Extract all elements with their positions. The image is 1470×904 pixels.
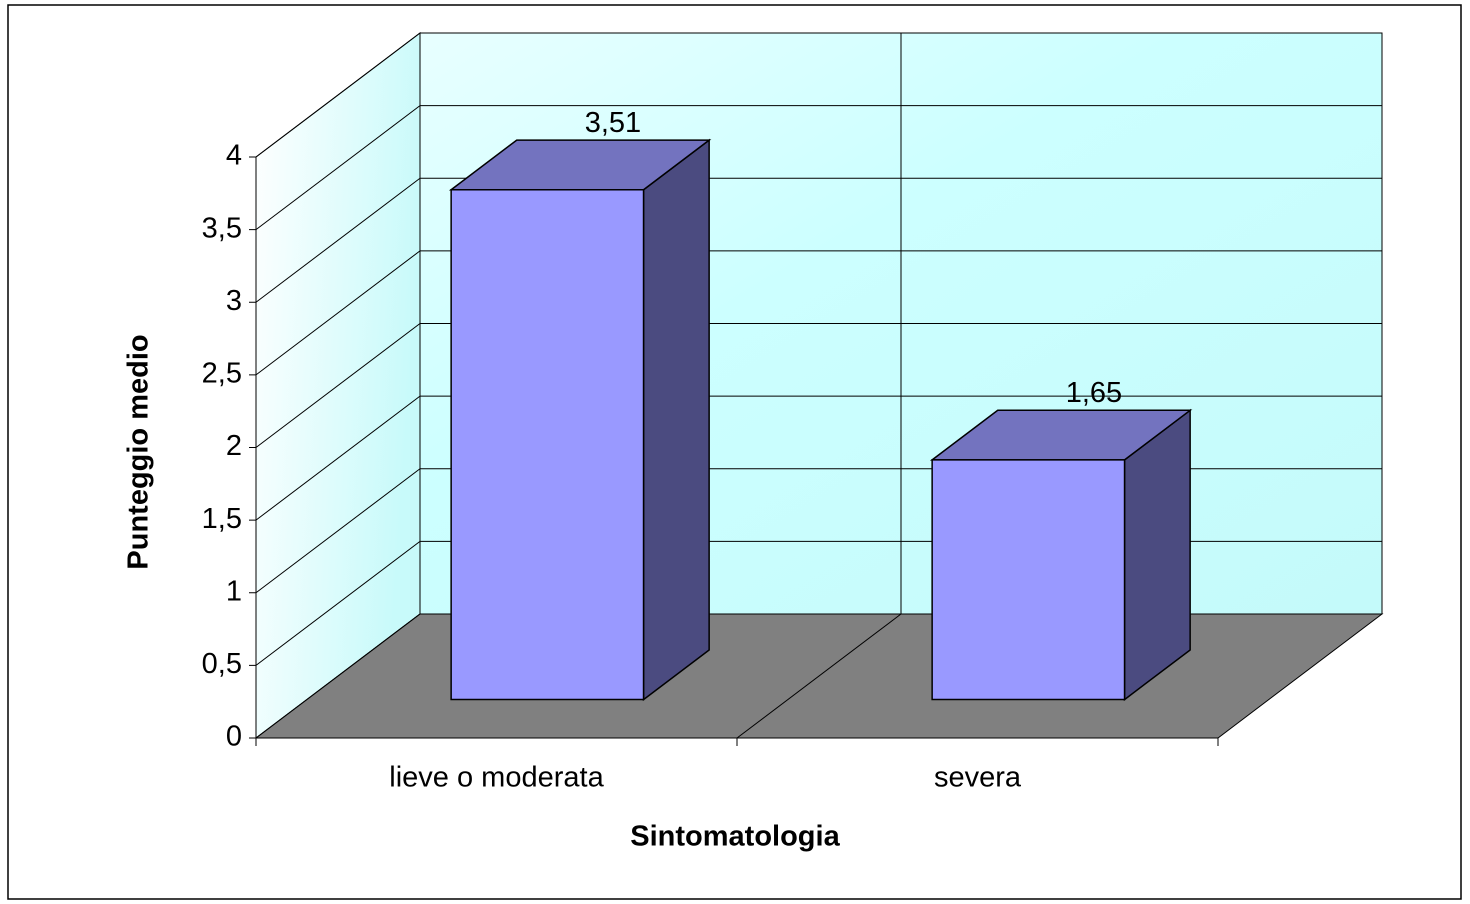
value-label: 1,65 (1066, 377, 1122, 409)
plot-area: 0 0,5 1 1,5 2 2,5 3 3,5 4 lieve o moderata 3,51 sev… (202, 31, 1384, 794)
grid-line (255, 105, 421, 231)
category-divider (736, 613, 902, 739)
grid-line (255, 540, 421, 666)
grid-line (255, 32, 421, 158)
bar-side (1123, 408, 1191, 702)
y-tick-label: 0,5 (202, 648, 242, 680)
bar (931, 459, 1126, 701)
y-tick-label: 3 (226, 285, 242, 317)
y-tick-label: 2 (226, 430, 242, 462)
grid-line (255, 395, 421, 521)
grid-line (255, 323, 421, 448)
y-tick-label: 2,5 (202, 358, 242, 390)
grid-line (255, 613, 421, 739)
grid-line (255, 468, 421, 594)
grid-line (255, 177, 421, 303)
x-tick-label: lieve o moderata (389, 762, 604, 794)
x-tick-label: severa (934, 762, 1022, 794)
y-tick-label: 0 (226, 721, 242, 753)
bar (450, 188, 645, 701)
y-tick-label: 3,5 (202, 212, 242, 244)
value-label: 3,51 (585, 107, 641, 139)
y-tick-label: 4 (226, 140, 242, 172)
y-tick-label: 1 (226, 575, 242, 607)
x-axis-title: Sintomatologia (630, 821, 840, 853)
y-tick-label: 1,5 (202, 503, 242, 535)
y-axis-title: Punteggio medio (123, 334, 155, 569)
bar-side (642, 138, 710, 702)
grid-line (255, 250, 421, 376)
